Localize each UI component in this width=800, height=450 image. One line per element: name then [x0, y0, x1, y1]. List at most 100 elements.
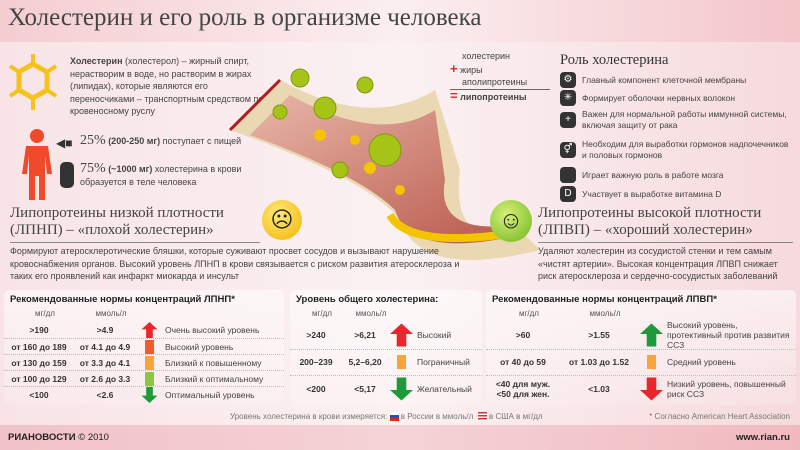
- mmol-value: от 4.1 до 4.9: [79, 341, 131, 352]
- sad-face-icon: ☹: [262, 200, 302, 240]
- level-label: Близкий к оптимальному: [165, 373, 264, 384]
- level-label: Близкий к повышенному: [165, 357, 262, 368]
- mmol-value: от 3.3 до 4.1: [79, 357, 131, 368]
- role-item: ✳ Формирует оболочки нервных волокон: [560, 90, 795, 106]
- source-note: * Согласно American Heart Association: [649, 412, 790, 421]
- role-section: Роль холестерина ⚙ Главный компонент клет…: [560, 52, 798, 202]
- column-header: ммоль/л: [95, 309, 127, 318]
- footer: [0, 425, 800, 450]
- table-row: >60 >1.55 Высокий уровень, протективный …: [486, 320, 796, 351]
- table-row: >190 >4.9 Очень высокий уровень: [4, 322, 284, 338]
- arrow-down-icon: [141, 386, 158, 403]
- mmol-value: от 1.03 до 1.52: [569, 357, 629, 368]
- mmol-value: 5,2–6,20: [348, 357, 382, 368]
- table-row: от 40 до 59 от 1.03 до 1.52 Средний уров…: [486, 348, 796, 376]
- mmol-value: <5,17: [354, 384, 376, 395]
- mg-value: >190: [29, 325, 49, 335]
- shield-icon: +: [560, 112, 576, 128]
- hdl-title: Липопротеины высокой плотности (ЛПВП) – «…: [538, 205, 793, 243]
- hdl-description: Удаляют холестерин из сосудистой стенки …: [538, 246, 778, 281]
- mmol-value: <2.6: [96, 389, 114, 400]
- mmol-value: >4.9: [96, 325, 114, 335]
- level-label: Очень высокий уровень: [165, 325, 260, 335]
- arrow-up-icon: [640, 323, 663, 347]
- footer-site[interactable]: www.rian.ru: [735, 432, 790, 443]
- human-body-icon: [22, 129, 52, 200]
- mg-value: <100: [29, 389, 49, 400]
- level-bar: [397, 355, 406, 370]
- russia-flag-icon: [389, 412, 399, 422]
- table-title: Рекомендованные нормы концентраций ЛПВП*: [492, 294, 717, 305]
- arrow-up-icon: [390, 323, 413, 347]
- mg-value: от 160 до 189: [11, 341, 67, 352]
- level-bar: [145, 355, 154, 370]
- usa-flag-icon: [477, 412, 487, 422]
- arrow-down-icon: [390, 377, 413, 401]
- table-title: Уровень общего холестерина:: [296, 294, 439, 305]
- role-item: Играет важную роль в работе мозга: [560, 167, 795, 183]
- table-row: <100 <2.6 Оптимальный уровень: [4, 386, 284, 403]
- table-row: <200 <5,17 Желательный: [290, 375, 482, 402]
- mmol-value: от 2.6 до 3.3: [79, 373, 131, 384]
- smiley-face-icon: ☺: [490, 200, 532, 242]
- column-header: мг/дл: [35, 309, 55, 318]
- vitamin-d-icon: D: [560, 186, 576, 202]
- level-bar: [647, 355, 656, 370]
- level-bar: [145, 371, 154, 386]
- artery-illustration: [228, 68, 540, 260]
- measurement-note: Уровень холестерина в крови измеряется: …: [230, 412, 543, 422]
- ldl-norms-table: Рекомендованные нормы концентраций ЛПНП*…: [4, 290, 284, 405]
- mg-value: >240: [306, 330, 326, 341]
- mg-value: 200–239: [299, 357, 333, 368]
- column-header: ммоль/л: [355, 309, 387, 318]
- cholesterol-molecule-icon: [8, 54, 58, 110]
- source-food: 25% (200-250 мг) поступает с пищей: [80, 133, 242, 148]
- ldl-description: Формируют атеросклеротические бляшки, ко…: [10, 246, 460, 281]
- level-label: Средний уровень: [667, 357, 736, 368]
- level-label: Пограничный: [417, 357, 470, 368]
- neuron-icon: ✳: [560, 90, 576, 106]
- table-row: >240 >6,21 Высокий: [290, 322, 482, 349]
- table-row: 200–239 5,2–6,20 Пограничный: [290, 348, 482, 376]
- role-item: D Участвует в выработке витамина D: [560, 186, 795, 202]
- ldl-title: Липопротеины низкой плотности (ЛПНП) – «п…: [10, 205, 260, 243]
- page-title: Холестерин и его роль в организме челове…: [8, 4, 482, 31]
- mg-value: <200: [306, 384, 326, 395]
- gears-icon: ⚙: [560, 72, 576, 88]
- formula: холестерин + жиры аполипротеины = липопр…: [450, 50, 550, 103]
- total-cholesterol-table: Уровень общего холестерина: мг/дл ммоль/л…: [290, 290, 482, 405]
- mg-value: от 40 до 59: [500, 357, 546, 368]
- hdl-norms-table: Рекомендованные нормы концентраций ЛПВП*…: [486, 290, 796, 405]
- level-label: Оптимальный уровень: [165, 389, 255, 400]
- column-header: ммоль/л: [589, 309, 621, 318]
- column-header: мг/дл: [312, 309, 332, 318]
- intro-text: Холестерин (холестерол) – жирный спирт, …: [70, 56, 264, 116]
- gender-icon: ⚥: [560, 142, 576, 158]
- role-item: ⚥ Необходим для выработки гормонов надпоч…: [560, 139, 795, 161]
- mmol-value: >1.55: [588, 330, 610, 341]
- title-band: [0, 0, 800, 42]
- mmol-value: >6,21: [354, 330, 376, 341]
- role-item: + Важен для нормальной работы иммунной си…: [560, 109, 795, 131]
- role-item: ⚙ Главный компонент клеточной мембраны: [560, 72, 795, 88]
- arrow-up-icon: [141, 322, 158, 338]
- level-label: Низкий уровень, повышенный риск ССЗ: [667, 379, 786, 400]
- mg-value: <40 для муж. <50 для жен.: [495, 379, 551, 400]
- level-bar: [145, 339, 154, 354]
- column-header: мг/дл: [519, 309, 539, 318]
- level-label: Высокий уровень, протективный против раз…: [667, 320, 790, 351]
- brain-icon: [560, 167, 576, 183]
- mmol-value: <1.03: [588, 384, 610, 395]
- table-title: Рекомендованные нормы концентраций ЛПНП*: [10, 294, 235, 305]
- cow-icon: ◀■: [56, 136, 73, 150]
- table-row: от 160 до 189 от 4.1 до 4.9 Высокий уров…: [4, 338, 284, 354]
- level-label: Высокий уровень: [165, 341, 234, 352]
- mg-value: от 130 до 159: [11, 357, 67, 368]
- mg-value: >60: [515, 330, 531, 341]
- table-row: от 100 до 129 от 2.6 до 3.3 Близкий к оп…: [4, 370, 284, 386]
- arrow-down-icon: [640, 377, 663, 401]
- organs-icon: [60, 162, 74, 188]
- level-label: Желательный: [417, 384, 472, 395]
- table-row: <40 для муж. <50 для жен. <1.03 Низкий у…: [486, 375, 796, 402]
- level-label: Высокий: [417, 330, 452, 341]
